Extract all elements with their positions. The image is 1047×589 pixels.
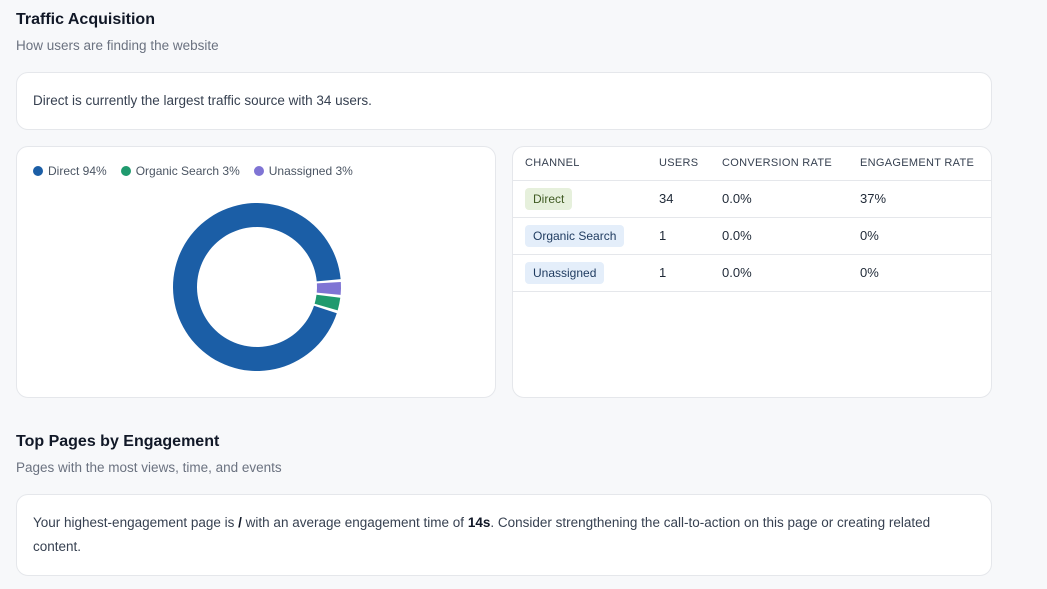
conversion-rate-cell: 0.0% xyxy=(710,217,848,255)
engagement-rate-cell: 0% xyxy=(848,217,991,255)
column-header-users[interactable]: USERS xyxy=(647,147,710,181)
pages-section-subtitle: Pages with the most views, time, and eve… xyxy=(16,460,282,475)
insight-text-pre: Your highest-engagement page is xyxy=(33,515,239,530)
column-header-channel[interactable]: CHANNEL xyxy=(513,147,647,181)
engagement-rate-cell: 37% xyxy=(848,180,991,218)
donut-slice-organic-search[interactable] xyxy=(314,294,341,311)
channel-cell: Organic Search xyxy=(513,217,647,255)
insight-text-mid: with an average engagement time of xyxy=(241,515,468,530)
channel-table: CHANNEL USERS CONVERSION RATE ENGAGEMENT… xyxy=(513,147,991,292)
traffic-insight-card: Direct is currently the largest traffic … xyxy=(16,72,992,130)
channel-cell: Direct xyxy=(513,180,647,218)
pages-insight-card: Your highest-engagement page is / with a… xyxy=(16,494,992,576)
table-row[interactable]: Direct 34 0.0% 37% xyxy=(513,180,991,218)
legend-label: Unassigned 3% xyxy=(268,164,353,178)
table-row[interactable]: Organic Search 1 0.0% 0% xyxy=(513,217,991,255)
traffic-section-title: Traffic Acquisition xyxy=(16,11,155,28)
legend-item-direct[interactable]: Direct 94% xyxy=(33,164,107,178)
insight-page-path: / xyxy=(238,515,242,530)
legend-dot xyxy=(33,166,43,176)
donut-slice-unassigned[interactable] xyxy=(316,282,341,295)
pages-insight-text: Your highest-engagement page is / with a… xyxy=(33,511,975,559)
users-cell: 1 xyxy=(647,217,710,255)
donut-chart xyxy=(173,202,341,371)
table-row[interactable]: Unassigned 1 0.0% 0% xyxy=(513,254,991,292)
insight-engagement-time: 14s xyxy=(467,515,491,530)
traffic-section-subtitle: How users are finding the website xyxy=(16,38,219,53)
conversion-rate-cell: 0.0% xyxy=(710,254,848,292)
column-header-conversion-rate[interactable]: CONVERSION RATE xyxy=(710,147,848,181)
legend-label: Organic Search 3% xyxy=(135,164,240,178)
donut-slice-direct[interactable] xyxy=(173,202,341,371)
insight-text-post: . Consider strengthening the call-to-act… xyxy=(33,515,931,554)
chart-legend: Direct 94% Organic Search 3% Unassigned … xyxy=(33,164,353,178)
channel-table-card: CHANNEL USERS CONVERSION RATE ENGAGEMENT… xyxy=(512,146,992,398)
channel-chip: Unassigned xyxy=(525,261,605,284)
column-header-engagement-rate[interactable]: ENGAGEMENT RATE xyxy=(848,147,991,181)
legend-item-unassigned[interactable]: Unassigned 3% xyxy=(253,164,353,178)
pages-section-title: Top Pages by Engagement xyxy=(16,433,220,450)
legend-item-organic-search[interactable]: Organic Search 3% xyxy=(120,164,240,178)
legend-label: Direct 94% xyxy=(48,164,107,178)
traffic-insight-text: Direct is currently the largest traffic … xyxy=(33,93,372,108)
table-header-row: CHANNEL USERS CONVERSION RATE ENGAGEMENT… xyxy=(513,147,991,181)
channel-chip: Organic Search xyxy=(525,224,625,247)
users-cell: 1 xyxy=(647,254,710,292)
users-cell: 34 xyxy=(647,180,710,218)
engagement-rate-cell: 0% xyxy=(848,254,991,292)
legend-dot xyxy=(253,166,264,176)
legend-dot xyxy=(120,166,131,176)
traffic-chart-card: Direct 94% Organic Search 3% Unassigned … xyxy=(16,146,496,398)
conversion-rate-cell: 0.0% xyxy=(710,180,848,218)
channel-chip: Direct xyxy=(525,187,573,210)
channel-cell: Unassigned xyxy=(513,254,647,292)
